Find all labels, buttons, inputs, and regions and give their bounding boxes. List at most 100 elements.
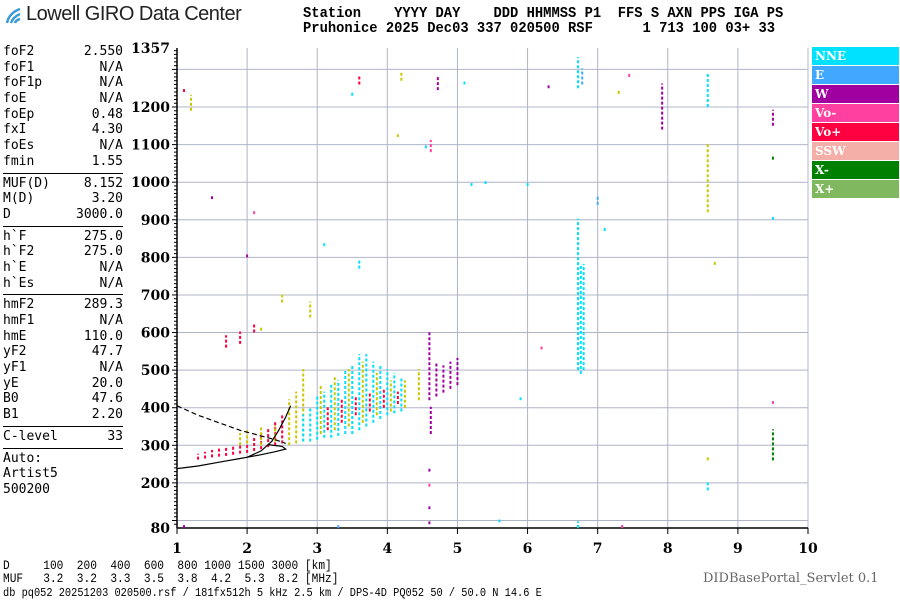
legend-item: Vo- bbox=[812, 104, 899, 122]
x-tick-label: 9 bbox=[733, 541, 743, 557]
param-label: h`F bbox=[3, 228, 27, 244]
param-label: foE bbox=[3, 91, 27, 107]
param-value: 0.48 bbox=[91, 106, 123, 122]
param-label: fmin bbox=[3, 153, 35, 169]
x-tick-label: 10 bbox=[798, 541, 818, 557]
param-label: h`E bbox=[3, 259, 27, 275]
param-label: yE bbox=[3, 375, 19, 391]
param-row: h`Es N/A bbox=[3, 276, 123, 292]
signal-logo-icon bbox=[5, 7, 21, 23]
param-value: 275.0 bbox=[83, 244, 123, 260]
param-value: 20.0 bbox=[91, 375, 123, 391]
legend-item: Vo+ bbox=[812, 123, 899, 141]
param-value: N/A bbox=[99, 259, 123, 275]
divider bbox=[3, 447, 123, 449]
legend-item: SSW bbox=[812, 142, 899, 160]
param-value: N/A bbox=[99, 275, 123, 291]
param-label: foF2 bbox=[3, 44, 35, 59]
auto-scaler-line: Auto: bbox=[3, 450, 43, 466]
param-row: h`F 275.0 bbox=[3, 229, 123, 245]
param-value: 4.30 bbox=[91, 122, 123, 138]
x-tick-label: 8 bbox=[663, 541, 673, 557]
x-tick-label: 1 bbox=[172, 541, 182, 557]
param-value: 275.0 bbox=[83, 228, 123, 244]
param-row: fmin 1.55 bbox=[3, 154, 123, 170]
logo: Lowell GIRO Data Center bbox=[4, 3, 242, 26]
param-row: foE N/A bbox=[3, 91, 123, 107]
param-label: D bbox=[3, 206, 11, 222]
auto-scaler-line: 500200 bbox=[3, 481, 50, 497]
y-tick-label: 400 bbox=[141, 401, 170, 417]
param-row: h`E N/A bbox=[3, 260, 123, 276]
legend: NNE E W Vo- Vo+ SSW X- X+ bbox=[812, 47, 899, 199]
file-footer: db pq052 20251203 020500.rsf / 181fx512h… bbox=[3, 586, 542, 600]
distance-row: D 100 200 400 600 800 1000 1500 3000 [km… bbox=[3, 558, 332, 573]
legend-item: X+ bbox=[812, 180, 899, 198]
param-label: foEp bbox=[3, 106, 35, 122]
x-tick-label: 3 bbox=[312, 541, 322, 557]
header-values: Pruhonice 2025 Dec03 337 020500 RSF 1 71… bbox=[303, 20, 776, 37]
auto-scaler-line: Artist5 bbox=[3, 466, 58, 482]
param-value: 47.7 bbox=[91, 344, 123, 360]
y-tick-label: 500 bbox=[141, 363, 170, 379]
y-tick-label: 1357 bbox=[131, 41, 170, 57]
y-tick-label: 80 bbox=[151, 521, 171, 537]
param-value: 3000.0 bbox=[76, 206, 123, 222]
y-tick-label: 800 bbox=[141, 250, 170, 266]
param-row: foF1p N/A bbox=[3, 75, 123, 91]
x-tick-label: 5 bbox=[453, 541, 463, 557]
param-value: N/A bbox=[99, 59, 123, 75]
param-label: yF2 bbox=[3, 344, 27, 360]
param-row: fxI 4.30 bbox=[3, 122, 123, 138]
param-label: C-level bbox=[3, 428, 58, 444]
param-row: yF2 47.7 bbox=[3, 344, 123, 360]
param-row: h`F2 275.0 bbox=[3, 244, 123, 260]
param-value: 1.55 bbox=[91, 153, 123, 169]
param-value: 33 bbox=[107, 428, 123, 444]
x-tick-label: 4 bbox=[382, 541, 392, 557]
param-row: B0 47.6 bbox=[3, 391, 123, 407]
param-label: yF1 bbox=[3, 360, 27, 376]
divider bbox=[3, 172, 123, 174]
param-label: foF1 bbox=[3, 59, 35, 75]
param-row: D 3000.0 bbox=[3, 207, 123, 223]
y-tick-label: 300 bbox=[141, 438, 170, 454]
divider bbox=[3, 225, 123, 227]
param-row: M(D) 3.20 bbox=[3, 191, 123, 207]
param-row: foEs N/A bbox=[3, 138, 123, 154]
divider bbox=[3, 425, 123, 427]
param-value: 2.20 bbox=[91, 407, 123, 423]
x-tick-label: 7 bbox=[593, 541, 603, 557]
param-row: yE 20.0 bbox=[3, 376, 123, 392]
o-trace-solid bbox=[176, 444, 288, 470]
param-row: B1 2.20 bbox=[3, 407, 123, 423]
header-labels: Station YYYY DAY DDD HHMMSS P1 FFS S AXN… bbox=[303, 5, 784, 22]
param-label: h`Es bbox=[3, 275, 35, 291]
scaled-parameters-panel: foF2 2.550 foF1 N/A foF1p N/A foE N/A foEp 0.48 fx… bbox=[3, 44, 123, 498]
param-label: foF1p bbox=[3, 75, 43, 91]
param-label: hmE bbox=[3, 328, 27, 344]
param-row: hmF1 N/A bbox=[3, 313, 123, 329]
param-label: hmF2 bbox=[3, 297, 35, 313]
param-row: foEp 0.48 bbox=[3, 107, 123, 123]
param-value: 110.0 bbox=[83, 328, 123, 344]
param-value: N/A bbox=[99, 138, 123, 154]
logo-text: Lowell GIRO Data Center bbox=[26, 3, 242, 25]
station-header: Station YYYY DAY DDD HHMMSS P1 FFS S AXN… bbox=[303, 6, 783, 36]
param-label: fxI bbox=[3, 122, 27, 138]
x-tick-label: 6 bbox=[523, 541, 533, 557]
param-row: yF1 N/A bbox=[3, 360, 123, 376]
y-tick-label: 600 bbox=[141, 326, 170, 342]
servlet-version: DIDBasePortal_Servlet 0.1 bbox=[703, 571, 879, 586]
legend-item: E bbox=[812, 66, 899, 84]
param-row: hmE 110.0 bbox=[3, 329, 123, 345]
divider bbox=[3, 294, 123, 296]
y-tick-label: 200 bbox=[141, 476, 170, 492]
y-tick-label: 1000 bbox=[131, 175, 170, 191]
legend-item: NNE bbox=[812, 47, 899, 65]
param-label: foEs bbox=[3, 138, 35, 154]
param-value: N/A bbox=[99, 75, 123, 91]
x-trace-dashed bbox=[176, 405, 286, 444]
param-value: 47.6 bbox=[91, 391, 123, 407]
